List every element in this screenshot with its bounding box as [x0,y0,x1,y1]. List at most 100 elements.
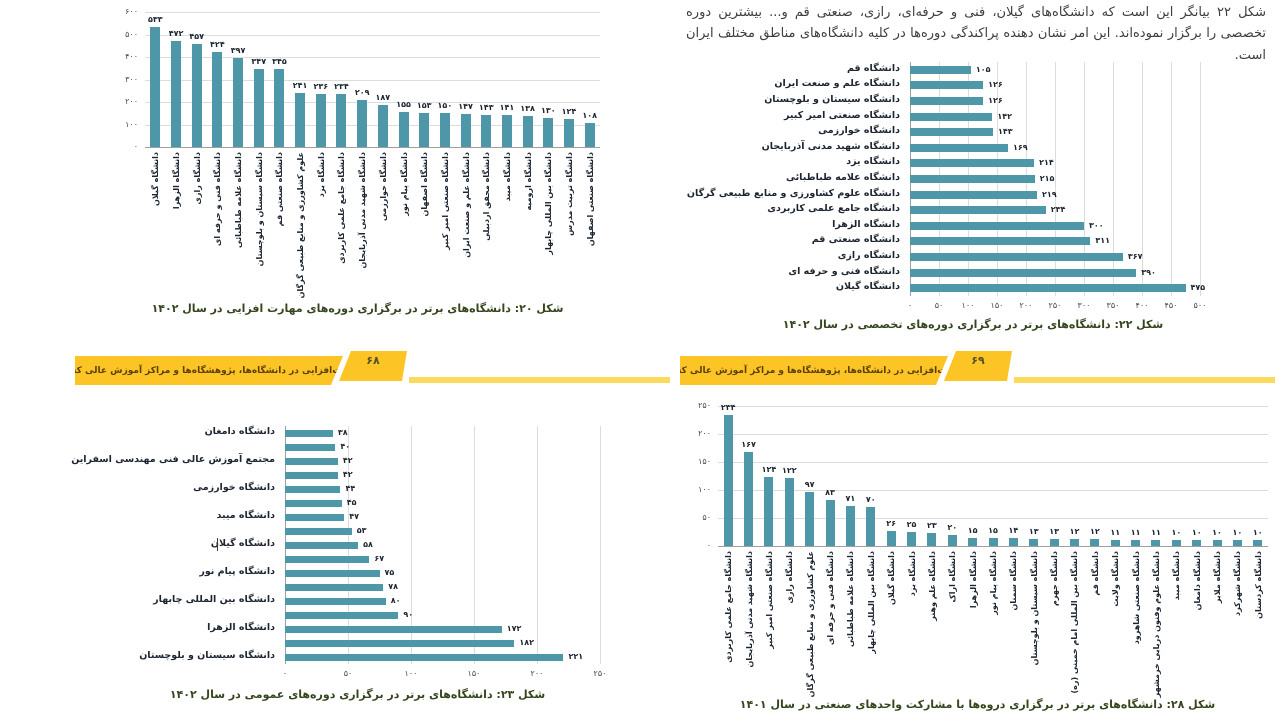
bar-value-label: ۱۲۶ [988,80,1003,90]
category-label: دانشگاه شهرکرد [1233,551,1243,617]
x-axis-tick-label: ۱۵۰ [467,669,481,678]
bar-value-label: ۱۵ [967,525,978,535]
bar-value-label: ۱۳ [1049,526,1059,536]
gridline [718,546,1268,547]
bar [1110,539,1120,546]
bar-value-label: ۱۵۳ [416,100,432,110]
bar-value-label: ۲۰۹ [354,87,370,97]
x-axis-tick-label: ۴۵۰ [1164,301,1178,310]
bar-value-label: ۱۳ [1028,526,1039,536]
bar-value-label: ۱۴۳ [997,127,1013,137]
bar [1232,540,1242,546]
gridline [145,79,600,81]
category-label: دانشگاه گیلان [835,281,900,293]
bar [910,237,1091,246]
category-label: دانشگاه کردستان [1253,551,1263,619]
gridline [145,124,600,126]
category-label: دانشگاه رازی [837,250,900,261]
bar [285,611,399,619]
bar-value-label: ۲۱۹ [1042,189,1057,199]
category-label: دانشگاه خوارزمی [378,152,388,221]
y-axis-tick-label: ۵۰ [702,513,711,522]
y-axis-tick-label: ۵۰۰ [125,29,138,39]
category-label: دانشگاه سیستان و بلوچستان [254,152,264,267]
x-axis-tick-label: ۳۰۰ [1077,301,1091,310]
category-label: دانشگاه ملایر [1213,551,1223,604]
y-axis-tick-label: ۱۰۰ [698,485,711,494]
category-label: دانشگاه جامع علمی کاربردی [337,152,347,264]
category-label: دانشگاه پیام نور [199,566,275,577]
category-label: دانشگاه محقق اردبیلی [482,152,492,241]
gridline [1142,62,1143,296]
bar-value-label: ۱۰ [1171,528,1182,538]
figure-20-caption: شکل ۲۰: دانشگاه‌های برتر در برگزاری دوره… [151,302,564,315]
bar-value-label: ۳۹۷ [230,45,246,55]
bar [285,499,342,507]
gridline [1084,62,1085,296]
category-label: دانشگاه تربیت مدرس [564,152,574,236]
bar-value-label: ۱۴ [1008,526,1019,536]
category-label: دانشگاه بین المللی چابهار [866,551,876,654]
y-axis-tick-label: ۲۵۰ [698,401,711,410]
bar-value-label: ۷۵ [384,568,395,577]
bar-value-label: ۷۱ [845,494,856,504]
gridline [1113,62,1114,296]
bar [886,531,896,546]
category-label: دانشگاه خوارزمی [818,125,900,137]
gridline [600,426,601,664]
category-label: دانشگاه دامغان [1192,551,1202,611]
bar-value-label: ۱۴۲ [997,111,1013,121]
bar [563,119,574,147]
bar-value-label: ۴۴ [345,484,356,493]
bar-value-label: ۱۰ [1232,528,1243,538]
bar [805,491,815,546]
category-label: دانشگاه سیستان و بلوچستان [1029,551,1039,666]
bar [910,190,1038,199]
bar-value-label: ۲۳۴ [720,402,736,412]
body-paragraph: شکل ۲۲ بیانگر این است که دانشگاه‌های گیل… [686,5,1266,63]
bar-value-label: ۱۲ [1069,527,1080,537]
bar-value-label: ۲۶ [886,519,897,529]
gridline [145,34,600,36]
gridline [145,102,600,103]
category-label: دانشگاه علوم وفنون دریایی خرمشهر [1151,551,1161,698]
figure-28-caption: شکل ۲۸: دانشگاه‌های برتر در برگزاری دروه… [739,698,1216,711]
bar-value-label: ۱۳۰ [540,105,556,115]
gridline [145,12,600,13]
bar [1008,538,1018,546]
category-label: دانشگاه اراک [948,551,958,603]
bar-value-label: ۴۲۴ [210,39,225,49]
bar [988,537,998,546]
x-axis-tick-label: ۲۰۰ [530,669,544,678]
category-label: دانشگاه پیام نور [399,152,409,216]
y-axis-tick-label: ۲۰۰ [698,429,711,438]
category-label: دانشگاه علم و صنعت ایران [461,152,471,258]
category-label: دانشگاه علامه طباطبائی [846,551,856,647]
bar [285,639,515,647]
bar-value-label: ۱۴۳ [478,102,494,112]
bar [1151,539,1161,546]
x-axis-tick-label: ۴۰۰ [1135,301,1149,310]
category-label: دانشگاه یزد [846,156,900,168]
bar-value-label: ۸۳ [825,487,835,497]
bar [845,506,855,546]
bar-value-label: ۴۷ [349,512,359,521]
category-label: دانشگاه علامه طباطبائی [234,152,244,248]
bar [285,597,386,605]
gridline [537,426,538,664]
category-label: دانشگاه علم وهنر [927,551,937,621]
bar [825,499,835,546]
bar-value-label: ۶۷ [374,554,385,563]
category-label: دانشگاه دامغان [204,426,275,437]
bar [285,513,345,521]
category-label: دانشگاه جامع علمی کاربردی [767,203,900,215]
bar-value-label: ۱۷۲ [506,624,522,633]
bar-value-label: ۱۵ [988,525,998,535]
category-label: دانشگاه جهرم [1050,551,1060,607]
category-label: دانشگاه صنعتی قم [275,152,285,227]
gridline [1171,62,1172,296]
category-label: دانشگاه الزهرا [172,152,182,210]
figure-20-chart: ۰ ۱۰۰ ۲۰۰ ۳۰۰ ۴۰۰ ۵۰۰ ۶۰۰ ۵۳۳ دانشگاه گیلان ۴۷۲ دا… [105,6,610,298]
bar [522,115,533,147]
y-axis-tick-label: ۱۵۰ [698,457,711,466]
